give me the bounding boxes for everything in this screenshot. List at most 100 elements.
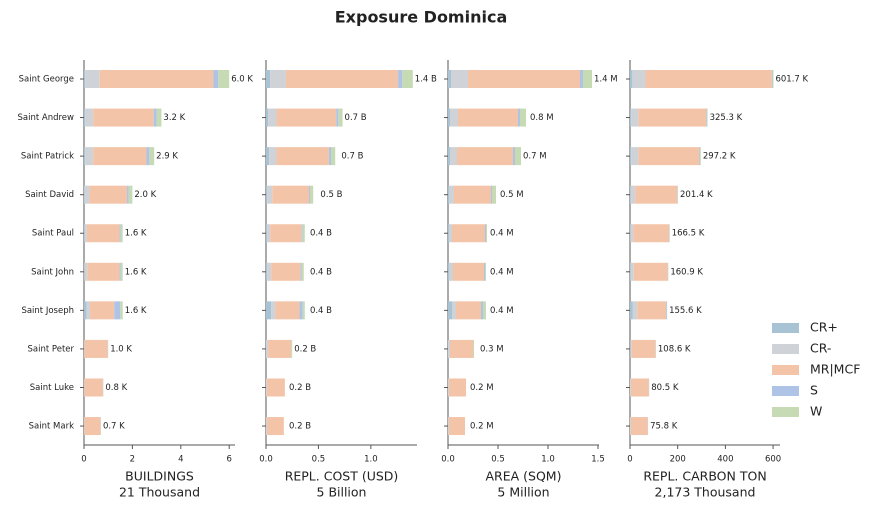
bar-segment (700, 147, 701, 166)
total-label: 0.2 B (289, 422, 311, 432)
bar-segment (268, 108, 277, 127)
bar-segment (630, 339, 632, 358)
bar-segment (492, 185, 496, 204)
bar-segment (580, 70, 583, 88)
x-tick-label: 1.0 (364, 455, 378, 465)
bar-segment (520, 108, 526, 127)
bar-segment (772, 70, 774, 88)
legend-label: MR|MCF (810, 362, 860, 377)
legend-swatch (772, 407, 799, 417)
bar-segment (645, 70, 772, 88)
bar-segment (450, 339, 473, 358)
bar-segment (93, 108, 154, 127)
bar-segment (630, 378, 631, 397)
bar-segment (90, 301, 115, 320)
bar-segment (301, 224, 303, 243)
bar-segment (468, 70, 580, 88)
total-label: 2.9 K (156, 152, 178, 162)
bar-segment (266, 378, 268, 397)
bar-segment (266, 70, 271, 88)
total-label: 0.3 M (480, 344, 504, 354)
bar-segment (127, 185, 129, 204)
bar-segment (454, 185, 491, 204)
bar-segment (631, 108, 639, 127)
bar-segment (630, 70, 633, 88)
bar-segment (473, 339, 474, 358)
bar-segment (638, 147, 700, 166)
bar-segment (707, 108, 708, 127)
x-tick-label: 2 (130, 455, 135, 465)
bar-segment (448, 224, 449, 243)
bar-segment (448, 70, 451, 88)
x-tick-label: 0.0 (441, 455, 455, 465)
bar-segment (630, 417, 631, 436)
bar-segment (449, 224, 452, 243)
bar-segment (267, 378, 285, 397)
bar-segment (458, 108, 518, 127)
bar-segment (706, 108, 708, 127)
bar-segment (633, 262, 668, 281)
bar-segment (310, 185, 314, 204)
bar-segment (84, 70, 86, 88)
x-tick-label: 0 (627, 455, 632, 465)
total-label: 75.8 K (650, 422, 678, 432)
total-label: 0.4 B (310, 267, 332, 277)
bar-segment (84, 224, 87, 243)
bar-segment (291, 339, 293, 358)
legend-label: S (810, 383, 818, 398)
legend-label: CR- (810, 341, 831, 356)
bar-segment (450, 147, 457, 166)
total-label: 0.2 B (289, 383, 311, 393)
bar-segment (84, 339, 108, 358)
x-tick-label: 0.0 (259, 455, 273, 465)
bar-segment (632, 301, 638, 320)
bar-segment (84, 378, 103, 397)
bar-segment (270, 70, 286, 88)
x-tick-label: 4 (178, 455, 183, 465)
bar-segment (638, 108, 707, 127)
bar-segment (266, 339, 269, 358)
total-label: 80.5 K (651, 383, 679, 393)
bar-segment (84, 185, 85, 204)
bar-segment (270, 224, 302, 243)
bar-segment (448, 185, 449, 204)
x-tick-label: 400 (717, 455, 733, 465)
bar-segment (449, 185, 454, 204)
bar-segment (518, 108, 520, 127)
bar-segment (771, 70, 773, 88)
x-axis-sublabel: 5 Million (497, 485, 549, 500)
total-label: 201.4 K (680, 190, 713, 200)
bar-segment (449, 378, 466, 397)
bar-segment (299, 301, 303, 320)
bar-segment (119, 262, 121, 281)
x-tick-label: 200 (670, 455, 686, 465)
bar-segment (630, 378, 649, 397)
total-label: 1.6 K (125, 229, 147, 239)
bar-segment (269, 147, 277, 166)
bar-segment (149, 147, 155, 166)
total-label: 0.7 K (103, 422, 125, 432)
bar-segment (84, 262, 88, 281)
bar-segment (484, 262, 485, 281)
y-tick-label: Saint George (19, 75, 74, 85)
bar-segment (93, 147, 147, 166)
x-axis-label: AREA (SQM) (486, 469, 562, 484)
y-tick-label: Saint Peter (28, 344, 75, 354)
bar-segment (271, 301, 276, 320)
bar-segment (84, 185, 90, 204)
legend-swatch (772, 344, 799, 354)
bar-segment (448, 147, 450, 166)
bar-segment (85, 147, 94, 166)
bar-segment (398, 70, 403, 88)
x-tick-label: 1.0 (541, 455, 555, 465)
bar-segment (456, 301, 481, 320)
bar-segment (331, 147, 336, 166)
total-label: 0.7 M (523, 152, 547, 162)
bar-segment (266, 262, 268, 281)
total-label: 2.0 K (134, 190, 156, 200)
bar-segment (328, 147, 332, 166)
bar-segment (448, 339, 450, 358)
bar-segment (449, 417, 465, 436)
bar-segment (338, 108, 343, 127)
